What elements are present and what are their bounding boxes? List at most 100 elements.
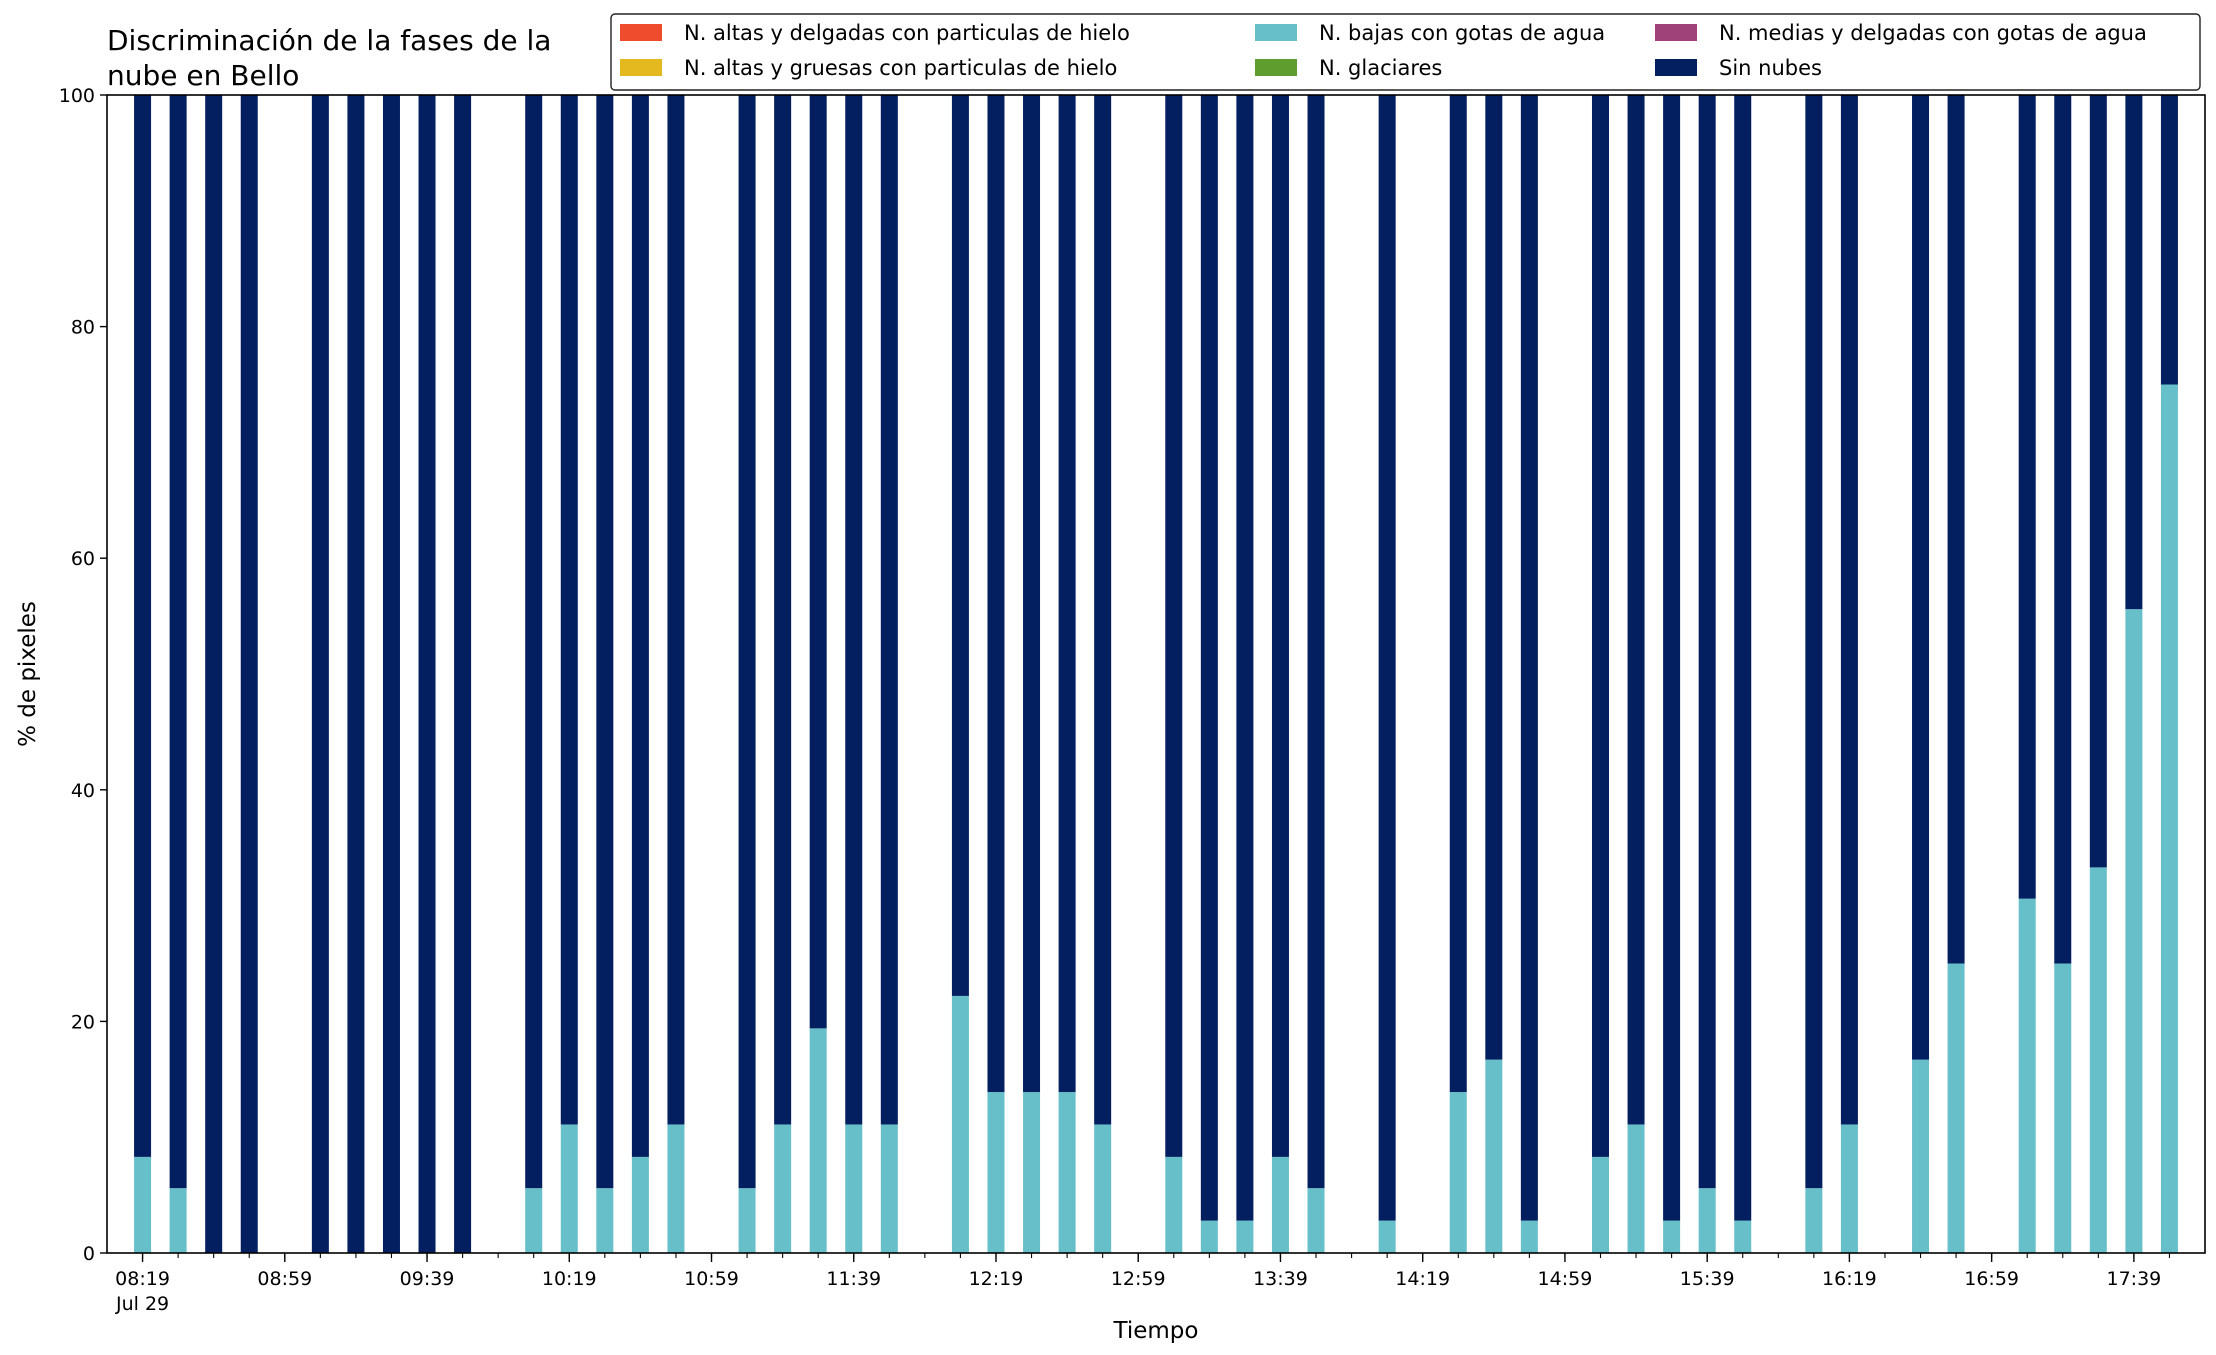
bar-segment	[987, 1092, 1005, 1253]
bar-segment	[1378, 95, 1396, 1221]
legend-swatch	[1255, 24, 1297, 41]
bar-segment	[631, 1156, 649, 1253]
bar-segment	[1485, 1059, 1503, 1253]
bar-segment	[1200, 95, 1218, 1221]
x-tick-label: 14:19	[1395, 1268, 1450, 1290]
bar-segment	[1058, 95, 1076, 1093]
x-tick-label: 14:59	[1538, 1268, 1593, 1290]
legend-swatch	[1655, 24, 1697, 41]
legend-label: N. bajas con gotas de agua	[1319, 21, 1605, 45]
bar-segment	[1734, 1220, 1752, 1253]
bar-segment	[525, 95, 543, 1189]
bar-segment	[1840, 1124, 1858, 1253]
bar-segment	[1165, 95, 1183, 1157]
chart-title-line: Discriminación de la fases de la	[107, 24, 551, 57]
y-tick-label: 40	[71, 780, 95, 802]
bar-segment	[1663, 95, 1681, 1221]
bar-segment	[1947, 95, 1965, 964]
bar-segment	[2054, 95, 2072, 964]
x-tick-label: 17:39	[2106, 1268, 2161, 1290]
bar-segment	[880, 1124, 898, 1253]
bars	[134, 95, 2178, 1253]
legend-box	[610, 13, 2201, 91]
x-tick-label: 10:19	[542, 1268, 597, 1290]
y-tick-label: 80	[71, 317, 95, 339]
bar-segment	[1307, 95, 1325, 1189]
bar-segment	[418, 95, 436, 1253]
bar-segment	[1627, 95, 1645, 1125]
bar-segment	[951, 995, 969, 1253]
bar-segment	[2089, 867, 2107, 1253]
legend-label: N. medias y delgadas con gotas de agua	[1719, 21, 2147, 45]
bar-segment	[240, 95, 258, 1253]
bar-segment	[1023, 95, 1041, 1093]
bar-segment	[1094, 1124, 1112, 1253]
axes: 0 20 40 60 80 100 08:19 Jul 29 08:59 09:39 10:19 10…	[59, 85, 2206, 1315]
bar-segment	[169, 95, 187, 1189]
bar-segment	[738, 1188, 756, 1253]
x-tick-label: 15:39	[1680, 1268, 1735, 1290]
bar-segment	[2125, 609, 2143, 1253]
bar-segment	[347, 95, 365, 1253]
bar-segment	[1912, 95, 1930, 1060]
bar-segment	[1627, 1124, 1645, 1253]
bar-segment	[382, 95, 400, 1253]
bar-segment	[2089, 95, 2107, 868]
bar-segment	[1591, 95, 1609, 1157]
bar-segment	[1520, 95, 1538, 1221]
bar-segment	[1271, 1156, 1289, 1253]
bar-segment	[738, 95, 756, 1189]
bar-segment	[2125, 95, 2143, 610]
y-tick-label: 100	[59, 85, 95, 107]
bar-segment	[596, 95, 614, 1189]
bar-segment	[1698, 95, 1716, 1189]
y-tick-label: 60	[71, 548, 95, 570]
bar-segment	[1058, 1092, 1076, 1253]
bar-segment	[1200, 1220, 1218, 1253]
bar-segment	[774, 95, 792, 1125]
bar-segment	[845, 95, 863, 1125]
bar-segment	[1485, 95, 1503, 1060]
bar-segment	[2054, 963, 2072, 1253]
bar-segment	[1449, 95, 1467, 1093]
bar-segment	[1520, 1220, 1538, 1253]
x-tick-label: 12:59	[1111, 1268, 1166, 1290]
legend-label: N. altas y gruesas con particulas de hie…	[684, 56, 1117, 80]
bar-segment	[1378, 1220, 1396, 1253]
bar-segment	[667, 1124, 685, 1253]
x-tick-label: 08:59	[257, 1268, 312, 1290]
bar-segment	[1663, 1220, 1681, 1253]
bar-segment	[1591, 1156, 1609, 1253]
bar-segment	[1165, 1156, 1183, 1253]
bar-segment	[454, 95, 472, 1253]
bar-segment	[1094, 95, 1112, 1125]
bar-segment	[1698, 1188, 1716, 1253]
bar-segment	[880, 95, 898, 1125]
x-axis-label: Tiempo	[1113, 1318, 1199, 1344]
legend: N. altas y delgadas con particulas de hi…	[610, 13, 2201, 91]
x-tick-label: 08:19 Jul 29	[115, 1268, 170, 1315]
x-tick-label: 11:39	[826, 1268, 881, 1290]
bar-segment	[205, 95, 223, 1253]
legend-label: N. glaciares	[1319, 56, 1442, 80]
x-tick-label: 12:19	[969, 1268, 1024, 1290]
legend-swatch	[1655, 59, 1697, 76]
bar-segment	[560, 95, 578, 1125]
bar-segment	[1307, 1188, 1325, 1253]
bar-segment	[987, 95, 1005, 1093]
x-tick-label: 13:39	[1253, 1268, 1308, 1290]
bar-segment	[1805, 95, 1823, 1189]
bar-segment	[2160, 384, 2178, 1253]
bar-segment	[951, 95, 969, 996]
x-tick-label: 16:59	[1964, 1268, 2019, 1290]
bar-segment	[2160, 95, 2178, 385]
plot-frame	[106, 94, 2206, 1254]
bar-segment	[845, 1124, 863, 1253]
bar-segment	[809, 95, 827, 1029]
x-tick-label: 09:39	[400, 1268, 455, 1290]
bar-segment	[1236, 95, 1254, 1221]
y-tick-label: 0	[83, 1243, 95, 1265]
bar-segment	[809, 1028, 827, 1253]
bar-segment	[1271, 95, 1289, 1157]
